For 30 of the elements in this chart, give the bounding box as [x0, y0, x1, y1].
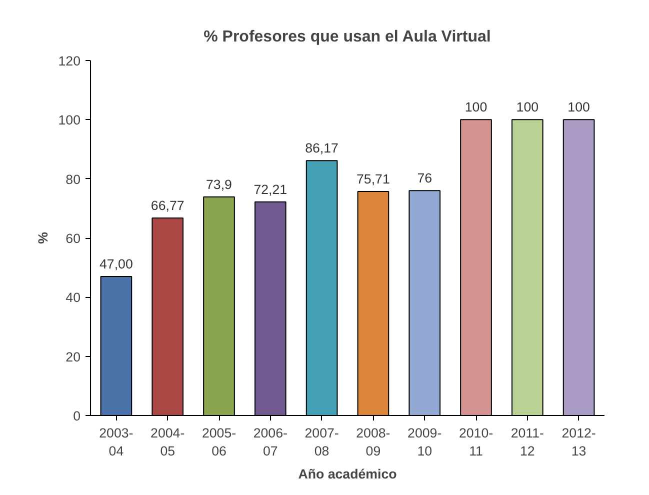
data-label: 73,9: [206, 176, 232, 192]
data-label: 100: [516, 100, 539, 115]
x-tick-label: 2008-09: [356, 426, 390, 458]
data-label: 72,21: [254, 182, 288, 197]
x-tick-label: 2007-08: [304, 426, 339, 458]
y-tick-label: 0: [73, 408, 81, 424]
x-tick-label: 2003-04: [99, 426, 134, 458]
data-label: 66,77: [150, 198, 184, 213]
data-label: 47,00: [100, 256, 133, 272]
y-tick-label: 80: [66, 172, 81, 187]
x-axis-title: Año académico: [298, 466, 397, 482]
y-axis-title: %: [35, 232, 50, 244]
data-label: 75,71: [356, 172, 390, 187]
y-tick-label: 120: [58, 54, 81, 68]
x-tick-label: 2011-12: [510, 426, 544, 458]
data-label: 86,17: [305, 140, 338, 156]
x-tick-label: 2012-13: [562, 426, 596, 458]
chart-title: % Profesores que usan el Aula Virtual: [204, 28, 491, 46]
x-tick-label: 2004-05: [150, 426, 185, 458]
y-tick-label: 40: [66, 290, 81, 306]
y-tick-label: 60: [66, 231, 81, 246]
y-tick-label: 100: [58, 112, 81, 128]
x-tick-label: 2010-11: [458, 426, 494, 458]
x-tick-label: 2005-06: [202, 426, 236, 458]
x-tick-label: 2009-10: [408, 426, 442, 458]
data-label: 76: [417, 170, 432, 186]
data-label: 100: [568, 100, 590, 115]
data-label: 100: [464, 100, 488, 115]
y-tick-label: 20: [66, 349, 81, 364]
x-tick-label: 2006-07: [253, 426, 288, 458]
